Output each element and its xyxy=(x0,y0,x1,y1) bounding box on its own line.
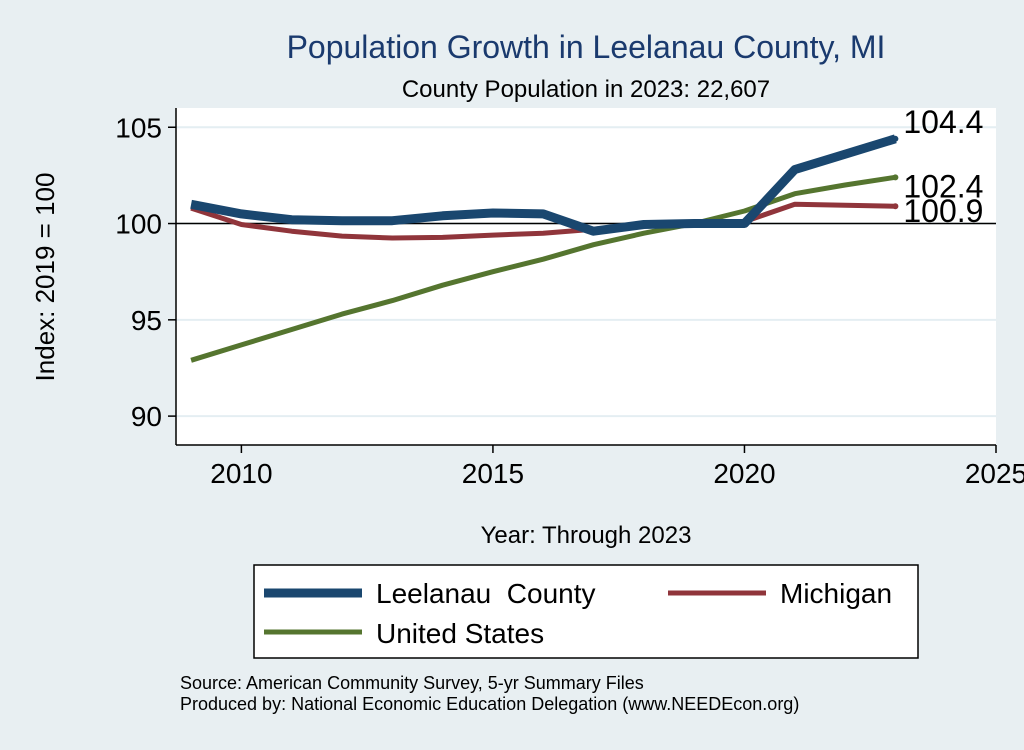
end-label: 100.9 xyxy=(903,193,983,229)
series-line-michigan xyxy=(190,201,896,241)
y-tick-label: 100 xyxy=(115,209,162,240)
series-line-leelanau-county xyxy=(190,134,897,236)
series-layer xyxy=(190,134,897,363)
x-tick-label: 2015 xyxy=(462,458,524,489)
axes-layer: 90 95 100 105 2010 2015 2020 2025 xyxy=(115,108,1024,489)
plot-area xyxy=(176,108,996,445)
x-tick-label: 2025 xyxy=(965,458,1024,489)
source-note: Source: American Community Survey, 5-yr … xyxy=(180,673,644,693)
legend-label-leelanau: Leelanau County xyxy=(376,578,596,609)
series-line-united-states xyxy=(190,174,896,363)
legend: Leelanau County Michigan United States xyxy=(253,564,919,659)
x-tick-label: 2010 xyxy=(210,458,272,489)
y-tick-label: 105 xyxy=(115,112,162,143)
end-label: 102.4 xyxy=(903,168,983,204)
legend-label-michigan: Michigan xyxy=(780,578,892,609)
end-marker xyxy=(892,203,899,210)
legend-label-united-states: United States xyxy=(376,618,544,649)
end-marker xyxy=(892,174,899,181)
end-marker xyxy=(892,135,899,142)
y-tick-label: 95 xyxy=(131,305,162,336)
produced-by-note: Produced by: National Economic Education… xyxy=(180,694,799,714)
legend-box xyxy=(253,564,919,659)
end-label: 104.4 xyxy=(903,104,983,140)
y-tick-label: 90 xyxy=(131,401,162,432)
chart-subtitle: County Population in 2023: 22,607 xyxy=(402,76,770,103)
x-axis-title: Year: Through 2023 xyxy=(481,522,692,549)
chart-title: Population Growth in Leelanau County, MI xyxy=(287,29,886,65)
x-tick-label: 2020 xyxy=(713,458,775,489)
y-axis-title: Index: 2019 = 100 xyxy=(30,173,60,382)
